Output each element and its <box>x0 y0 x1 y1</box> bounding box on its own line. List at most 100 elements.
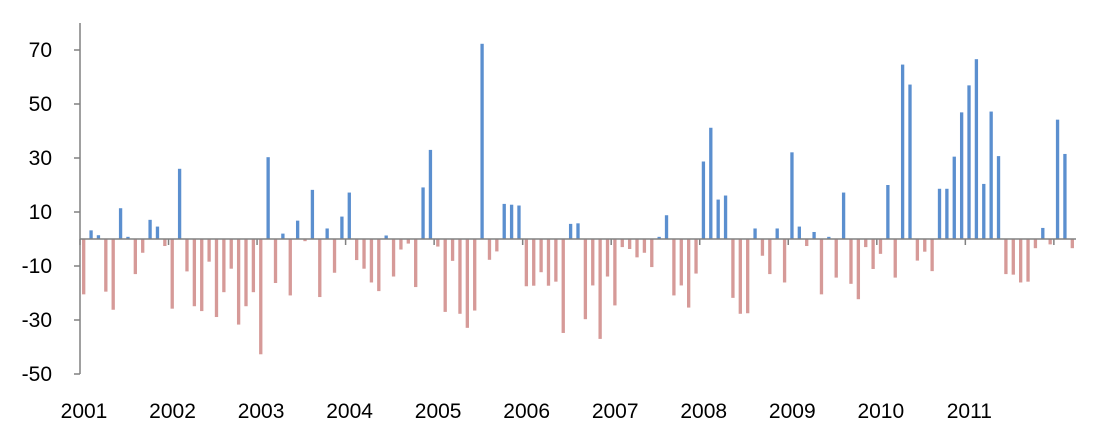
bar-93 <box>768 239 772 275</box>
bar-94 <box>775 228 779 239</box>
bar-28 <box>288 239 292 296</box>
bar-70 <box>598 239 602 339</box>
x-tick-label-2009: 2009 <box>769 400 816 423</box>
bar-69 <box>591 239 595 286</box>
bar-107 <box>871 239 875 269</box>
bar-120 <box>967 85 971 240</box>
bar-27 <box>281 233 285 239</box>
bars-layer <box>82 43 1074 355</box>
x-tick-label-2008: 2008 <box>680 400 727 423</box>
bar-68 <box>583 239 588 320</box>
bar-44 <box>406 239 410 244</box>
y-tick-label-2: 30 <box>29 147 52 170</box>
bar-134 <box>1070 239 1074 249</box>
bar-65 <box>561 239 565 333</box>
bar-64 <box>554 239 558 282</box>
bar-133 <box>1063 153 1067 239</box>
bar-73 <box>620 239 624 248</box>
bar-111 <box>900 64 905 239</box>
bar-113 <box>915 239 920 261</box>
bar-79 <box>664 215 669 239</box>
bar-41 <box>384 235 388 239</box>
y-tick-label-5: -30 <box>22 309 52 332</box>
bar-125 <box>1004 239 1008 275</box>
bar-124 <box>996 156 1001 239</box>
bar-18 <box>214 239 219 318</box>
bar-25 <box>266 157 270 239</box>
bar-38 <box>362 239 366 269</box>
bar-51 <box>458 239 462 314</box>
bar-23 <box>251 239 256 293</box>
bar-33 <box>325 228 329 239</box>
bar-10 <box>155 226 160 239</box>
y-tick-label-3: 10 <box>29 201 52 224</box>
bar-15 <box>192 239 197 307</box>
x-tick-label-2004: 2004 <box>326 400 373 423</box>
bar-37 <box>355 239 359 261</box>
bar-52 <box>465 239 469 328</box>
bar-99 <box>812 231 816 239</box>
bar-74 <box>627 239 632 249</box>
bar-14 <box>185 239 189 272</box>
bar-17 <box>207 239 211 262</box>
bar-43 <box>399 239 403 250</box>
bar-85 <box>709 127 713 239</box>
bar-78 <box>657 236 661 239</box>
bar-75 <box>635 239 639 258</box>
bar-9 <box>148 219 152 239</box>
bar-6 <box>126 236 130 239</box>
bar-60 <box>524 239 529 287</box>
bar-122 <box>982 183 986 239</box>
bar-108 <box>878 239 883 254</box>
bar-82 <box>687 239 691 308</box>
bar-55 <box>487 239 492 260</box>
bar-20 <box>229 239 233 269</box>
bar-114 <box>923 239 927 252</box>
bar-105 <box>856 239 861 300</box>
bar-117 <box>945 188 949 239</box>
bar-129 <box>1033 239 1038 249</box>
x-tick-label-2002: 2002 <box>149 400 196 423</box>
bar-66 <box>568 223 573 239</box>
bar-2 <box>96 235 101 239</box>
y-axis-labels: 70 50 30 10 -10 -30 -50 <box>22 39 52 386</box>
x-tick-label-2007: 2007 <box>592 400 639 423</box>
bar-31 <box>310 189 315 239</box>
bar-56 <box>495 239 499 252</box>
bar-121 <box>974 59 979 240</box>
bar-19 <box>222 239 226 293</box>
bar-63 <box>546 239 551 286</box>
bar-53 <box>473 239 477 311</box>
bar-90 <box>746 239 750 314</box>
bar-106 <box>864 239 868 248</box>
x-axis-labels: 2001 2002 2003 2004 2005 2006 2007 2008 2009 2010… <box>61 400 992 423</box>
bar-54 <box>480 43 484 239</box>
bar-88 <box>731 239 735 298</box>
bar-123 <box>989 111 993 239</box>
bar-67 <box>576 223 580 239</box>
bar-100 <box>819 239 824 295</box>
y-tick-label-6: -50 <box>22 363 52 386</box>
bar-61 <box>532 239 536 286</box>
bar-77 <box>650 239 654 268</box>
bar-35 <box>340 216 344 239</box>
bar-49 <box>443 239 447 312</box>
bar-42 <box>391 239 396 277</box>
bar-102 <box>834 239 838 278</box>
bar-109 <box>886 185 890 239</box>
bar-98 <box>805 239 809 247</box>
bar-0 <box>82 239 86 295</box>
bar-8 <box>141 239 145 253</box>
bar-59 <box>517 205 521 239</box>
bar-130 <box>1041 227 1045 239</box>
bar-80 <box>672 239 676 296</box>
bar-110 <box>893 239 897 278</box>
bar-12 <box>170 239 174 309</box>
bar-58 <box>509 204 514 239</box>
bar-81 <box>679 239 683 286</box>
bar-101 <box>827 236 831 239</box>
y-tick-label-0: 70 <box>29 39 52 62</box>
bar-47 <box>428 149 433 239</box>
